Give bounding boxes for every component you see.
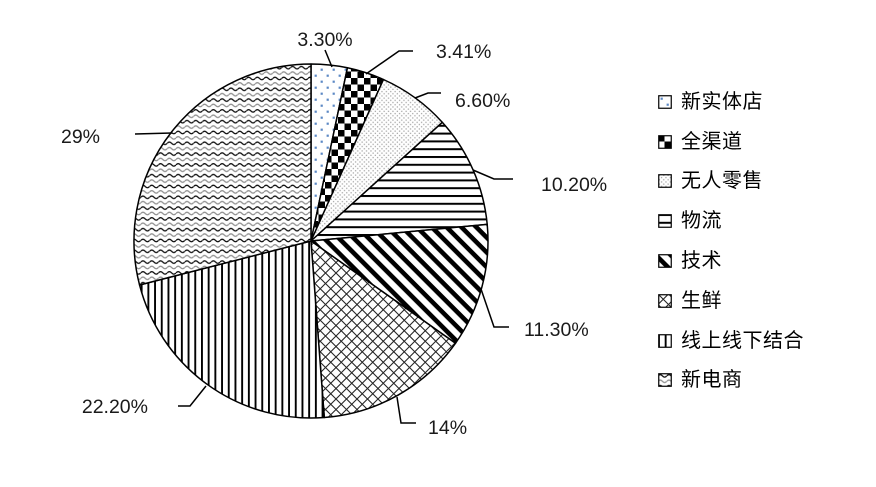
legend-label-5: 生鲜: [681, 289, 722, 312]
slice-percent-label-0: 3.30%: [297, 29, 352, 51]
legend-item-2: 无人零售: [658, 162, 804, 202]
pie-slice-6: [138, 240, 326, 419]
legend-label-7: 新电商: [681, 369, 743, 392]
legend-item-3: 物流: [658, 201, 804, 241]
legend-label-1: 全渠道: [681, 130, 743, 153]
legend-swatch-vertical-lines: [658, 333, 672, 348]
legend-label-6: 线上线下结合: [681, 329, 804, 352]
percent-labels: 3.30% 3.41% 6.60% 10.20% 11.30% 14% 22.20% 29%: [61, 29, 607, 439]
legend-swatch-diamond-lattice: [658, 294, 672, 308]
leader-line-3: [472, 169, 513, 180]
leader-line-7: [134, 132, 173, 135]
legend-label-2: 无人零售: [681, 170, 763, 193]
leader-line-0: [324, 49, 333, 68]
legend-label-0: 新实体店: [681, 90, 763, 113]
pie-slice-4: [310, 223, 489, 345]
pie-slices: [133, 63, 489, 419]
legend-swatch-checkerboard: [658, 134, 672, 149]
slice-percent-label-2: 6.60%: [455, 90, 510, 112]
legend-swatch-dense-gray-dots: [658, 174, 672, 189]
leader-line-4: [480, 288, 509, 328]
legend-swatch-waves: [658, 373, 672, 388]
legend-item-0: 新实体店: [658, 82, 804, 122]
legend-swatch-sparse-blue-dots: [658, 95, 672, 109]
legend-item-1: 全渠道: [658, 122, 804, 162]
legend-item-4: 技术: [658, 241, 804, 281]
leader-line-5: [396, 396, 416, 424]
slice-percent-label-4: 11.30%: [524, 319, 589, 341]
legend-swatch-horizontal-lines: [658, 214, 672, 229]
legend-swatch-wide-downward-diagonal: [658, 254, 672, 268]
slice-percent-label-6: 22.20%: [82, 396, 148, 418]
leader-line-6: [178, 385, 207, 407]
leader-line-1: [365, 50, 413, 75]
legend-label-4: 技术: [681, 250, 722, 273]
slice-percent-label-5: 14%: [428, 417, 467, 439]
leader-line-2: [414, 92, 441, 99]
slice-percent-label-1: 3.41%: [436, 41, 491, 63]
slice-percent-label-3: 10.20%: [541, 174, 607, 196]
legend-item-7: 新电商: [658, 361, 804, 401]
slice-percent-label-7: 29%: [61, 126, 100, 148]
leader-lines: [134, 49, 513, 424]
legend-label-3: 物流: [681, 210, 722, 233]
pie-slice-3: [310, 121, 488, 242]
pie-slice-5: [310, 240, 457, 419]
legend: 新实体店全渠道无人零售物流技术生鲜线上线下结合 新电商: [658, 82, 804, 400]
legend-item-5: 生鲜: [658, 281, 804, 321]
legend-item-6: 线上线下结合: [658, 321, 804, 361]
